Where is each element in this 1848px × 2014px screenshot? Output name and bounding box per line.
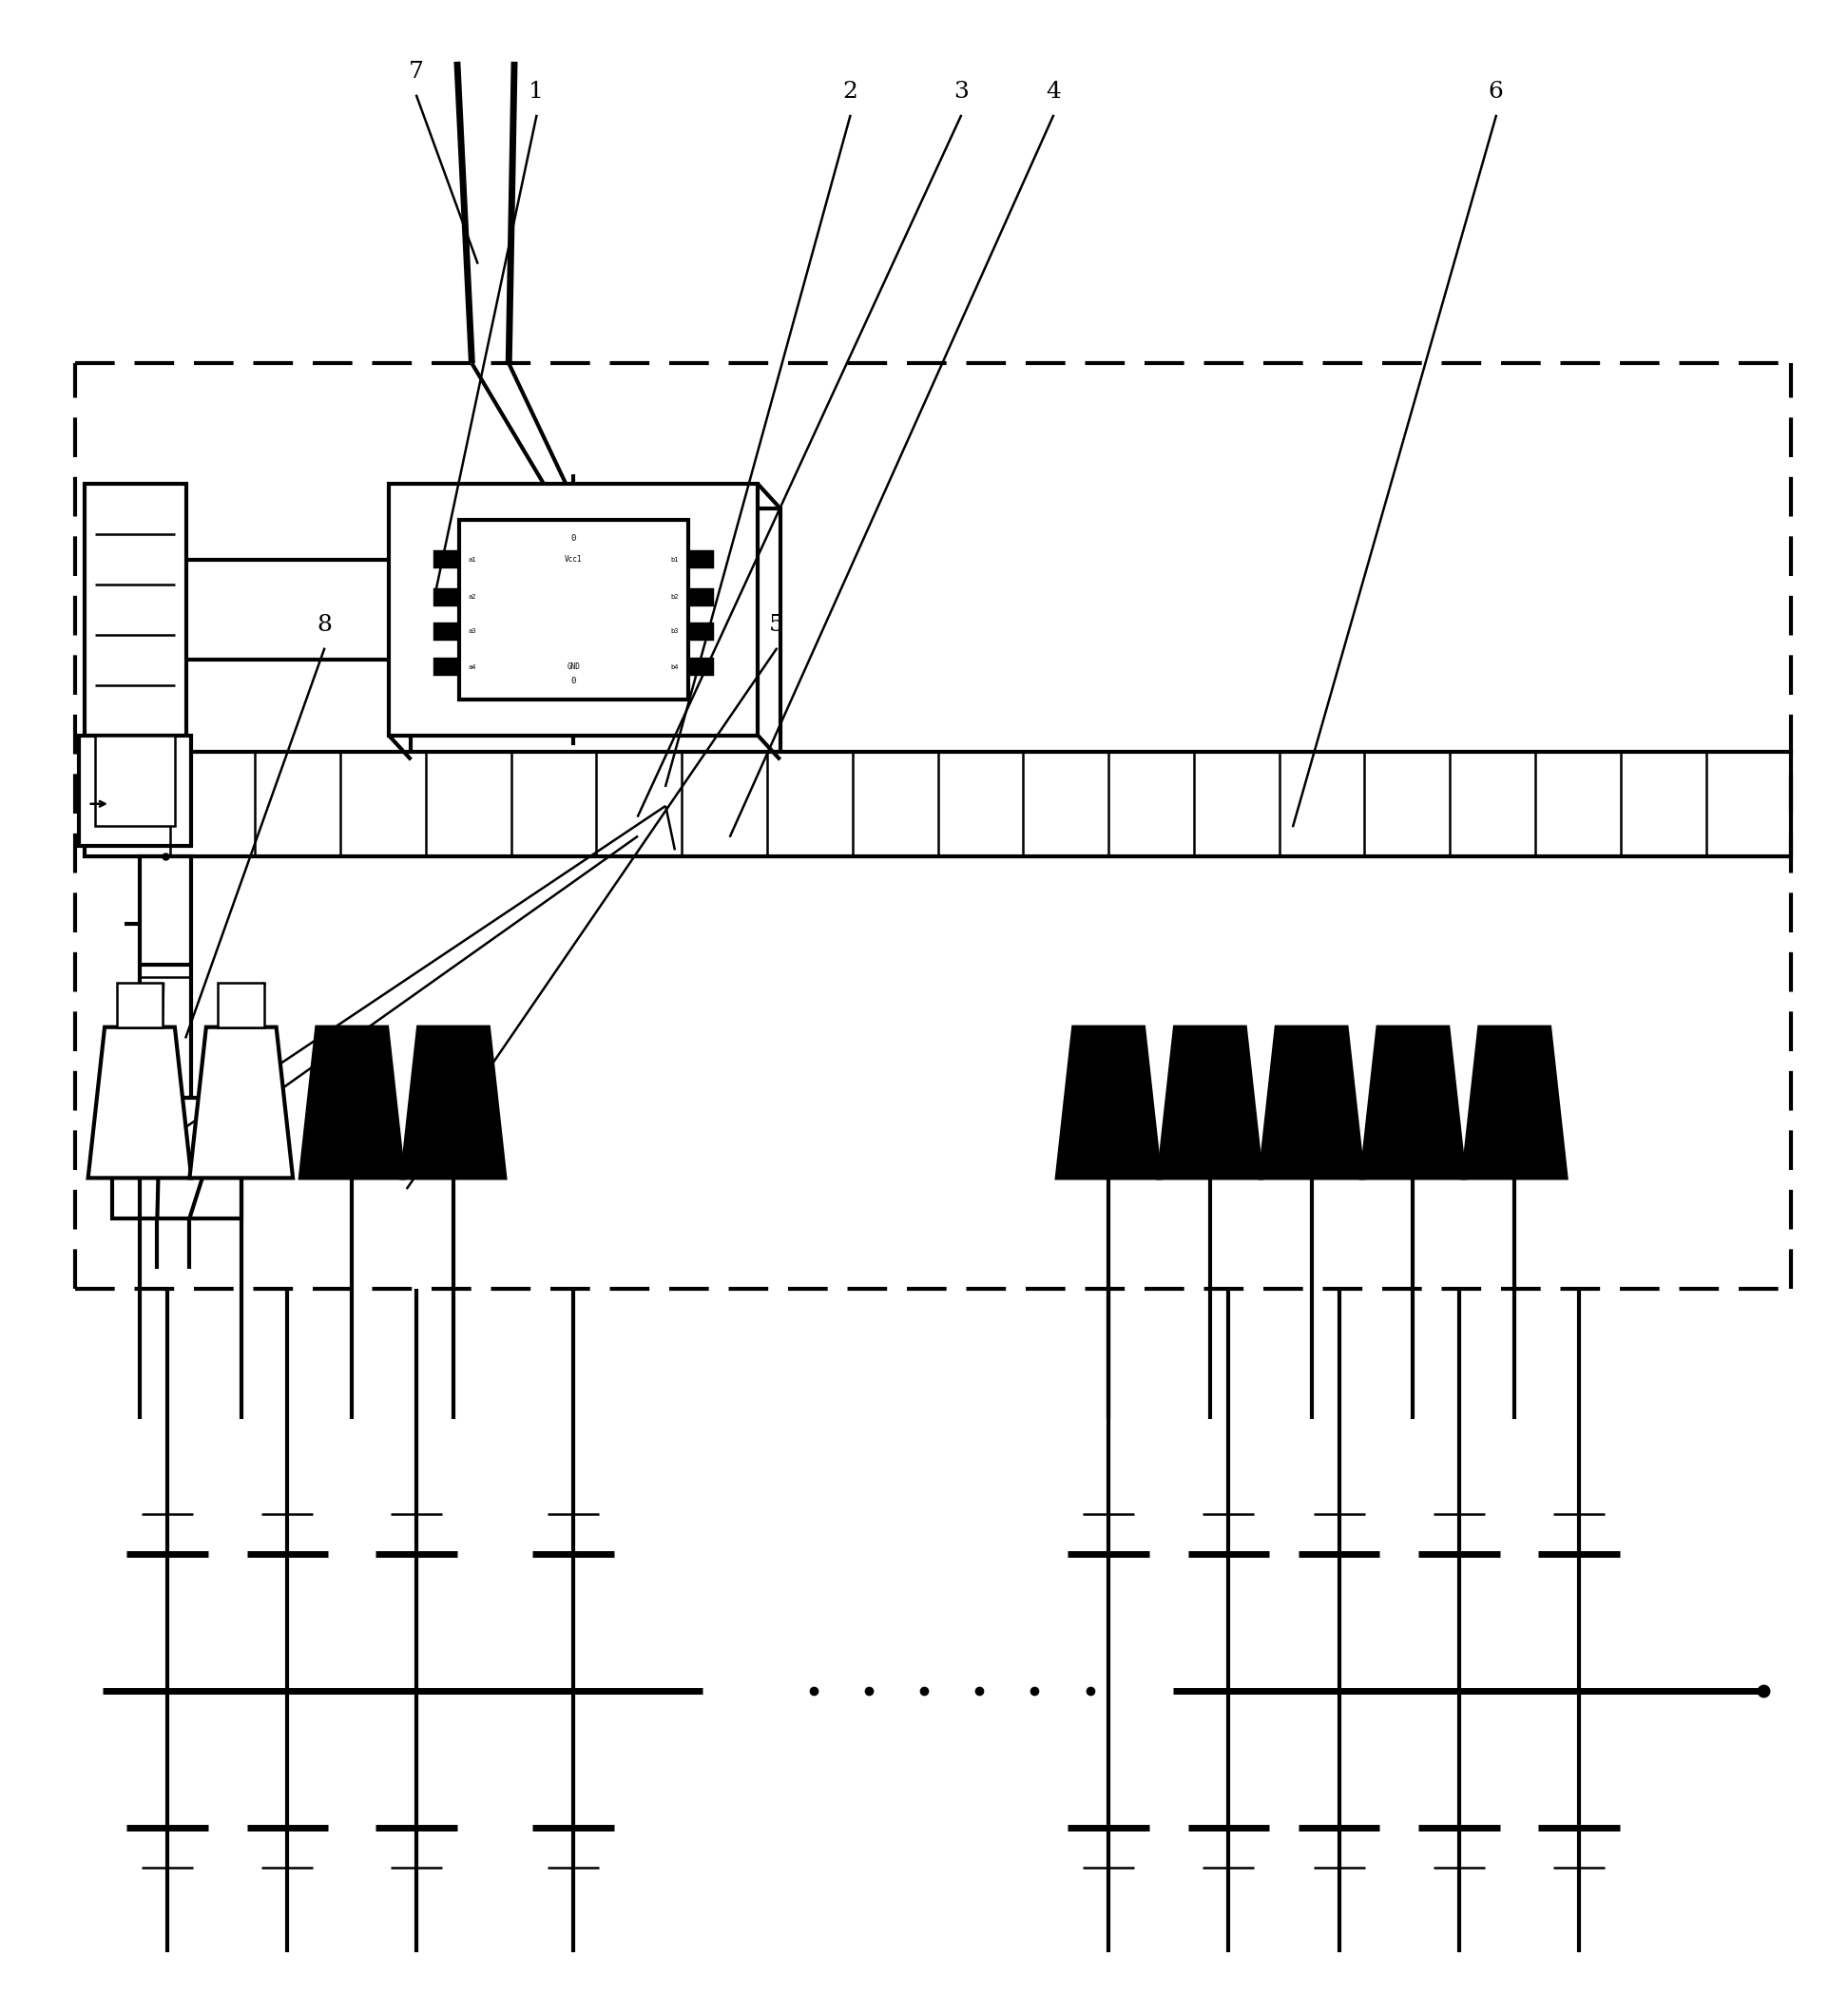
Bar (687, 622, 713, 640)
Bar (687, 659, 713, 677)
Text: 8: 8 (693, 663, 699, 671)
Text: a2: a2 (468, 594, 477, 600)
Text: 7: 7 (408, 60, 423, 83)
Text: 5: 5 (769, 614, 784, 636)
Text: 3: 3 (449, 626, 453, 636)
Text: 0: 0 (571, 534, 577, 542)
Bar (410, 508, 780, 759)
Text: 6: 6 (1488, 81, 1504, 103)
Text: 7: 7 (693, 626, 699, 636)
Text: 1: 1 (529, 81, 543, 103)
Text: a1: a1 (468, 556, 477, 562)
Polygon shape (1057, 1027, 1161, 1178)
Bar (96, 735, 176, 826)
Bar (432, 550, 458, 568)
Text: 3: 3 (954, 81, 968, 103)
Polygon shape (299, 1027, 403, 1178)
Polygon shape (401, 1027, 505, 1178)
Bar (432, 659, 458, 677)
Text: 2: 2 (449, 592, 453, 602)
Text: GND: GND (567, 663, 580, 671)
Text: 6: 6 (693, 592, 699, 602)
Bar (218, 983, 264, 1027)
Bar (432, 588, 458, 606)
Text: 4: 4 (1046, 81, 1061, 103)
Text: 0: 0 (571, 677, 577, 685)
Text: b3: b3 (671, 628, 678, 634)
Bar (687, 588, 713, 606)
Bar (687, 550, 713, 568)
Polygon shape (1159, 1027, 1262, 1178)
Bar (79, 735, 192, 846)
Bar (432, 622, 458, 640)
Text: b2: b2 (671, 594, 678, 600)
Text: 5: 5 (693, 556, 699, 564)
Text: 8: 8 (316, 614, 333, 636)
Bar (458, 520, 687, 699)
Text: 4: 4 (449, 663, 453, 671)
Text: 2: 2 (843, 81, 857, 103)
Text: 1: 1 (449, 556, 453, 564)
Polygon shape (1464, 1027, 1567, 1178)
Bar (388, 483, 758, 735)
Bar (85, 751, 1791, 856)
Polygon shape (89, 1027, 192, 1178)
Polygon shape (1362, 1027, 1465, 1178)
Polygon shape (190, 1027, 292, 1178)
Text: b4: b4 (671, 665, 678, 671)
Text: b1: b1 (671, 556, 678, 562)
Bar (140, 856, 192, 1098)
Bar (116, 983, 163, 1027)
Text: Vcc1: Vcc1 (565, 556, 582, 564)
Bar (85, 483, 187, 735)
Bar (113, 1098, 242, 1218)
Text: a4: a4 (468, 665, 477, 671)
Polygon shape (1260, 1027, 1364, 1178)
Text: a3: a3 (468, 628, 477, 634)
